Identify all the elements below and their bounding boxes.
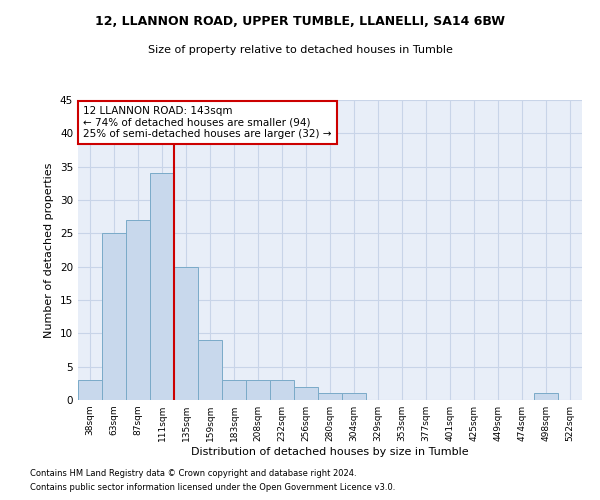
- Bar: [534, 394, 558, 400]
- Bar: [198, 340, 222, 400]
- Bar: [270, 380, 294, 400]
- Bar: [294, 386, 318, 400]
- Bar: [222, 380, 246, 400]
- Bar: [150, 174, 174, 400]
- Bar: [318, 394, 342, 400]
- Bar: [126, 220, 150, 400]
- Bar: [78, 380, 102, 400]
- Bar: [174, 266, 198, 400]
- Bar: [102, 234, 126, 400]
- Text: 12 LLANNON ROAD: 143sqm
← 74% of detached houses are smaller (94)
25% of semi-de: 12 LLANNON ROAD: 143sqm ← 74% of detache…: [83, 106, 332, 139]
- Bar: [246, 380, 270, 400]
- X-axis label: Distribution of detached houses by size in Tumble: Distribution of detached houses by size …: [191, 447, 469, 457]
- Text: Contains public sector information licensed under the Open Government Licence v3: Contains public sector information licen…: [30, 484, 395, 492]
- Bar: [342, 394, 366, 400]
- Text: 12, LLANNON ROAD, UPPER TUMBLE, LLANELLI, SA14 6BW: 12, LLANNON ROAD, UPPER TUMBLE, LLANELLI…: [95, 15, 505, 28]
- Y-axis label: Number of detached properties: Number of detached properties: [44, 162, 55, 338]
- Text: Size of property relative to detached houses in Tumble: Size of property relative to detached ho…: [148, 45, 452, 55]
- Text: Contains HM Land Registry data © Crown copyright and database right 2024.: Contains HM Land Registry data © Crown c…: [30, 468, 356, 477]
